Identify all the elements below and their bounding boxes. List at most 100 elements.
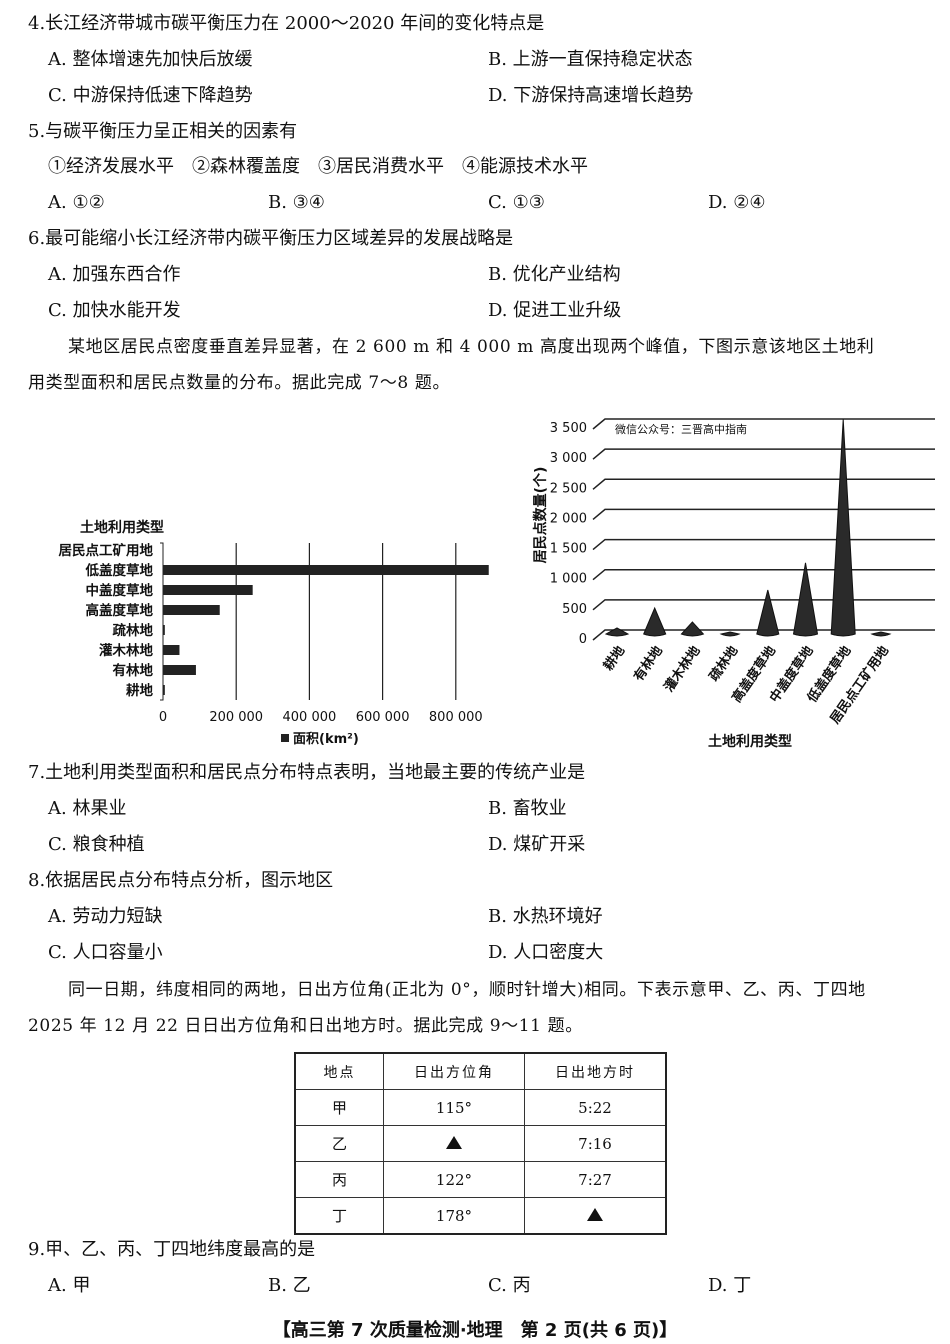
- bar: [163, 605, 220, 615]
- y-category-label: 耕地: [126, 682, 153, 699]
- q7-option-c: C. 粮食种植: [48, 834, 145, 855]
- q4-option-d: D. 下游保持高速增长趋势: [488, 85, 694, 106]
- y-category-label: 有林地: [113, 662, 154, 679]
- q5-option-d: D. ②④: [708, 192, 766, 213]
- y-category-label: 居民点工矿用地: [59, 542, 154, 559]
- q8-option-d: D. 人口密度大: [488, 942, 604, 963]
- table-row: 乙 7:16: [294, 1125, 667, 1162]
- x-category-label: 疏林地: [706, 643, 741, 684]
- x-category-label: 耕地: [600, 643, 628, 673]
- q8-option-a: A. 劳动力短缺: [48, 906, 163, 927]
- intro-paragraph-1-line-1: 某地区居民点密度垂直差异显著，在 2 600 m 和 4 000 m 高度出现两…: [68, 337, 875, 357]
- q9-stem: 9.甲、乙、丙、丁四地纬度最高的是: [28, 1239, 316, 1260]
- bar: [163, 665, 196, 675]
- bar: [163, 565, 489, 575]
- cone-bar: [719, 631, 741, 637]
- x-category-label: 灌木林地: [661, 643, 704, 695]
- q6-option-d: D. 促进工业升级: [488, 300, 622, 321]
- q7-option-b: B. 畜牧业: [488, 798, 567, 819]
- q8-stem: 8.依据居民点分布特点分析，图示地区: [28, 870, 334, 891]
- cone-bar: [643, 606, 667, 637]
- y-axis-title: 土地利用类型: [80, 519, 164, 536]
- y-tick-label: 500: [562, 602, 587, 617]
- q8-option-b: B. 水热环境好: [488, 906, 603, 927]
- gridline: [592, 568, 935, 581]
- legend-swatch: [281, 734, 289, 742]
- x-category-label: 有林地: [630, 643, 665, 684]
- header-location: 地点: [294, 1052, 384, 1090]
- triangle-icon: [587, 1207, 603, 1221]
- x-tick-label: 0: [159, 710, 167, 725]
- page-footer: 【高三第 7 次质量检测·地理 第 2 页(共 6 页)】: [272, 1320, 678, 1341]
- land-area-bar-chart: 土地利用类型 0 200 000 400 000 600 000 800 000 居民点工矿…: [59, 519, 489, 747]
- bar: [163, 645, 180, 655]
- cone-bar: [756, 589, 780, 637]
- table-cell: 122°: [383, 1161, 525, 1198]
- y-tick-label: 0: [579, 632, 587, 647]
- x-tick-label: 600 000: [356, 710, 410, 725]
- y-category-label: 中盖度草地: [86, 582, 154, 599]
- q5-stem: 5.与碳平衡压力呈正相关的因素有: [28, 121, 298, 142]
- q5-option-a: A. ①②: [48, 192, 105, 213]
- table-cell: 7:27: [524, 1161, 667, 1198]
- q9-option-a: A. 甲: [48, 1275, 91, 1296]
- header-azimuth: 日出方位角: [383, 1052, 525, 1090]
- x-axis-title: 土地利用类型: [708, 733, 792, 750]
- table-row: 丁 178°: [294, 1197, 667, 1235]
- q9-option-d: D. 丁: [708, 1275, 752, 1296]
- q4-option-c: C. 中游保持低速下降趋势: [48, 85, 253, 106]
- gridline: [592, 629, 935, 641]
- header-local-time: 日出地方时: [524, 1052, 667, 1090]
- intro-paragraph-2-line-2: 2025 年 12 月 22 日日出方位角和日出地方时。据此完成 9～11 题。: [28, 1016, 583, 1036]
- y-tick-label: 1 000: [550, 572, 587, 587]
- intro-paragraph-1-line-2: 用类型面积和居民点数量的分布。据此完成 7～8 题。: [28, 373, 451, 393]
- q4-stem: 4.长江经济带城市碳平衡压力在 2000～2020 年间的变化特点是: [28, 13, 545, 34]
- x-tick-label: 800 000: [429, 710, 483, 725]
- y-tick-label: 3 000: [550, 451, 587, 466]
- x-tick-label: 400 000: [283, 710, 337, 725]
- y-tick-label: 2 000: [550, 511, 587, 526]
- x-tick-label: 200 000: [209, 710, 263, 725]
- cone-bar: [792, 562, 819, 637]
- q6-option-c: C. 加快水能开发: [48, 300, 181, 321]
- bar: [163, 585, 253, 595]
- y-category-label: 疏林地: [113, 622, 154, 639]
- q5-option-c: C. ①③: [488, 192, 545, 213]
- bar: [163, 625, 165, 635]
- cone-bar: [680, 621, 705, 637]
- intro-paragraph-2-line-1: 同一日期，纬度相同的两地，日出方位角(正北为 0°，顺时针增大)相同。下表示意甲…: [68, 980, 866, 1000]
- y-category-label: 低盖度草地: [85, 562, 154, 579]
- unknown-triangle-icon: [524, 1197, 667, 1235]
- settlement-count-cone-chart: 0 500 1 000 1 500 2 000 2 500 3 000 3 500 居民点数量(…: [532, 418, 935, 750]
- table-cell: 丙: [294, 1161, 384, 1198]
- table-cell: 5:22: [524, 1089, 667, 1126]
- q5-option-b: B. ③④: [268, 192, 325, 213]
- table-cell: 甲: [294, 1089, 384, 1126]
- q6-option-a: A. 加强东西合作: [48, 264, 181, 285]
- table-header-row: 地点 日出方位角 日出地方时: [294, 1052, 667, 1090]
- q7-option-a: A. 林果业: [48, 798, 127, 819]
- q8-option-c: C. 人口容量小: [48, 942, 163, 963]
- table-row: 丙 122° 7:27: [294, 1161, 667, 1198]
- y-tick-label: 2 500: [550, 481, 587, 496]
- y-category-label: 高盖度草地: [86, 602, 154, 619]
- y-category-label: 灌木林地: [99, 642, 153, 659]
- y-tick-label: 1 500: [550, 542, 587, 557]
- cone-bar: [870, 631, 892, 637]
- table-cell: 178°: [383, 1197, 525, 1235]
- gridline: [592, 538, 935, 551]
- unknown-triangle-icon: [383, 1125, 525, 1162]
- table-cell: 乙: [294, 1125, 384, 1162]
- gridline: [592, 448, 935, 460]
- sunrise-table: 地点 日出方位角 日出地方时 甲 115° 5:22 乙 7:16 丙 122° 7:27 丁 1…: [294, 1052, 667, 1235]
- y-axis-line: [160, 542, 164, 701]
- table-cell: 115°: [383, 1089, 525, 1126]
- triangle-icon: [446, 1135, 462, 1149]
- table-cell: 7:16: [524, 1125, 667, 1162]
- q9-option-b: B. 乙: [268, 1275, 311, 1296]
- q7-option-d: D. 煤矿开采: [488, 834, 586, 855]
- gridline: [592, 599, 935, 611]
- y-axis-title: 居民点数量(个): [532, 467, 549, 564]
- gridline: [592, 508, 935, 521]
